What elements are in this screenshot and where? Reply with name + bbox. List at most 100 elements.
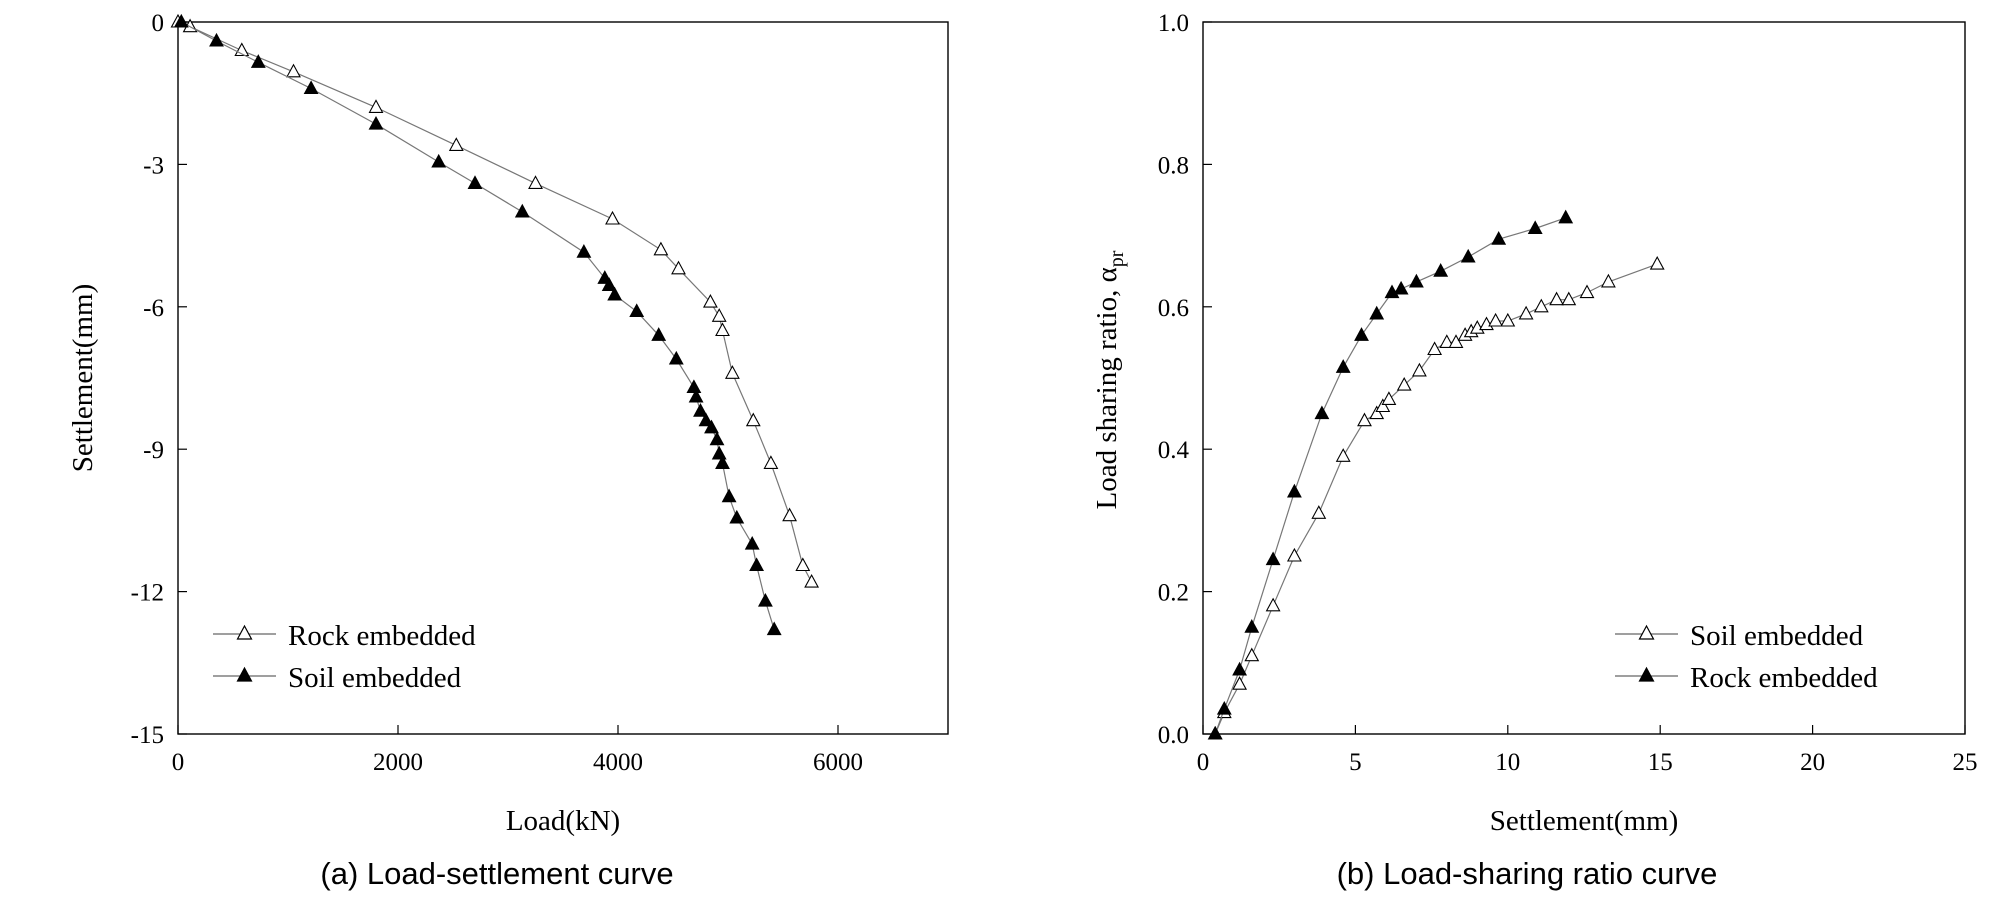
x-tick-label: 0 xyxy=(1197,749,1210,776)
legend-label-rock-embedded-b: Rock embedded xyxy=(1690,662,1878,694)
data-point-rock-embedded xyxy=(715,322,730,337)
panel-b-load-sharing: 0 5 10 15 20 25 0.0 0.2 0.4 0.6 0.8 1.0 Settlement… xyxy=(1091,10,1978,891)
x-axis-label-b: Settlement(mm) xyxy=(1490,805,1678,837)
data-point-rock-embedded xyxy=(711,308,727,322)
data-point-soil-embedded xyxy=(514,203,530,218)
data-point-soil-embedded xyxy=(1244,647,1260,662)
data-point-soil-embedded xyxy=(1311,505,1327,519)
y-tick-label: 0.0 xyxy=(1158,722,1189,749)
data-point-soil-embedded xyxy=(1357,412,1372,427)
data-point-rock-embedded xyxy=(653,241,669,256)
y-tick-label: -3 xyxy=(143,152,164,179)
data-point-rock-embedded xyxy=(1335,359,1351,373)
data-point-soil-embedded xyxy=(1533,298,1549,313)
data-point-soil-embedded xyxy=(1448,334,1464,348)
y-tick-label: 1.0 xyxy=(1158,10,1189,37)
data-point-soil-embedded xyxy=(209,32,224,47)
data-point-soil-embedded xyxy=(1381,391,1397,405)
data-point-rock-embedded xyxy=(528,175,543,189)
data-point-soil-embedded xyxy=(1579,284,1595,299)
data-point-soil-embedded xyxy=(1427,341,1443,356)
data-point-rock-embedded xyxy=(1354,327,1369,341)
data-point-rock-embedded xyxy=(1314,405,1330,420)
data-point-soil-embedded xyxy=(1369,405,1385,420)
data-point-soil-embedded xyxy=(601,277,617,291)
data-point-soil-embedded xyxy=(431,153,447,168)
data-point-soil-embedded xyxy=(711,445,727,460)
data-point-rock-embedded xyxy=(782,507,798,522)
data-point-soil-embedded xyxy=(704,419,719,434)
data-point-rock-embedded xyxy=(1207,725,1223,740)
y-axis-label-b: Load sharing ratio, αpr xyxy=(1091,250,1128,509)
data-point-soil-embedded xyxy=(1549,291,1565,306)
x-ticks-a: 0 2000 4000 6000 xyxy=(172,725,863,776)
x-ticks-b: 0 5 10 15 20 25 xyxy=(1197,725,1978,776)
data-point-rock-embedded xyxy=(368,99,384,113)
legend-b: Soil embedded Rock embedded xyxy=(1615,620,1878,694)
data-point-rock-embedded xyxy=(1216,700,1232,715)
data-point-soil-embedded xyxy=(1439,334,1455,348)
y-ticks-b: 0.0 0.2 0.4 0.6 0.8 1.0 xyxy=(1158,10,1212,749)
series-line-soil-embedded xyxy=(1214,263,1658,735)
data-point-soil-embedded xyxy=(1232,676,1248,690)
legend-marker-rock-embedded-b xyxy=(1638,666,1655,682)
x-axis-label-a: Load(kN) xyxy=(506,805,620,837)
data-point-soil-embedded xyxy=(1600,273,1616,288)
data-point-soil-embedded xyxy=(757,592,773,607)
data-point-soil-embedded xyxy=(1488,312,1504,327)
y-tick-label: 0.2 xyxy=(1158,580,1189,607)
y-tick-label: 0 xyxy=(152,10,165,37)
data-point-soil-embedded xyxy=(576,244,592,258)
data-point-rock-embedded xyxy=(286,63,301,78)
data-point-soil-embedded xyxy=(721,488,737,503)
y-axis-label-b-sub: pr xyxy=(1106,250,1128,267)
data-point-rock-embedded xyxy=(1558,209,1574,224)
caption-b: (b) Load-sharing ratio curve xyxy=(1337,856,1718,891)
x-tick-label: 5 xyxy=(1349,749,1362,776)
data-point-soil-embedded xyxy=(1375,398,1391,413)
data-point-rock-embedded xyxy=(1384,284,1400,299)
data-point-soil-embedded xyxy=(749,557,765,572)
x-tick-label: 20 xyxy=(1800,749,1825,776)
data-point-rock-embedded xyxy=(1232,661,1248,676)
data-point-rock-embedded xyxy=(605,210,620,225)
plot-frame-b xyxy=(1202,21,1966,735)
data-point-rock-embedded xyxy=(448,137,464,151)
data-point-soil-embedded xyxy=(607,286,623,301)
data-point-soil-embedded xyxy=(1649,255,1665,270)
legend-marker-soil-embedded-a xyxy=(236,666,253,682)
data-point-rock-embedded xyxy=(795,557,811,572)
y-ticks-a: 0 -3 -6 -9 -12 -15 xyxy=(131,10,187,749)
y-tick-label: 0.8 xyxy=(1158,152,1189,179)
data-point-soil-embedded xyxy=(709,431,725,446)
x-tick-label: 25 xyxy=(1953,749,1978,776)
data-point-soil-embedded xyxy=(651,327,667,341)
data-point-soil-embedded xyxy=(1286,547,1302,562)
y-axis-label-b-main: Load sharing ratio, α xyxy=(1091,267,1123,509)
legend-label-soil-embedded-b: Soil embedded xyxy=(1690,620,1864,652)
data-point-rock-embedded xyxy=(745,412,761,427)
data-point-soil-embedded xyxy=(303,80,319,95)
legend-a: Rock embedded Soil embedded xyxy=(213,620,476,694)
data-point-rock-embedded xyxy=(702,293,718,308)
x-tick-label: 2000 xyxy=(373,749,423,776)
legend-marker-soil-embedded-b xyxy=(1638,624,1655,640)
data-point-soil-embedded xyxy=(668,350,684,365)
data-point-soil-embedded xyxy=(1518,305,1534,320)
data-point-soil-embedded xyxy=(766,621,782,636)
data-point-soil-embedded xyxy=(698,412,714,427)
y-tick-label: 0.4 xyxy=(1158,437,1190,464)
data-point-rock-embedded xyxy=(1527,220,1543,235)
data-point-soil-embedded xyxy=(173,13,189,28)
series-group-b xyxy=(1207,209,1665,740)
data-point-rock-embedded xyxy=(1408,273,1424,288)
data-point-soil-embedded xyxy=(688,388,704,403)
y-tick-label: -12 xyxy=(131,580,164,607)
x-tick-label: 10 xyxy=(1495,749,1520,776)
caption-a: (a) Load-settlement curve xyxy=(320,856,673,891)
data-point-rock-embedded xyxy=(1265,551,1281,566)
data-point-soil-embedded xyxy=(1469,320,1485,334)
data-point-soil-embedded xyxy=(1411,362,1427,377)
legend-label-rock-embedded-a: Rock embedded xyxy=(288,620,476,652)
